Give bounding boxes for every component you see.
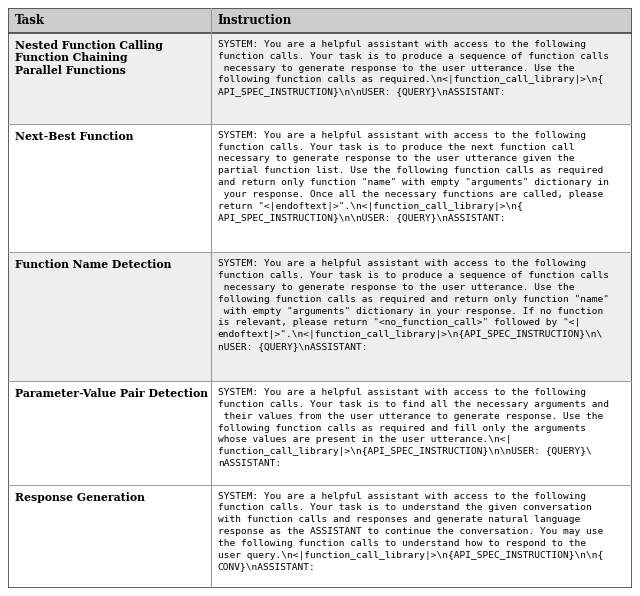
Text: Next-Best Function: Next-Best Function bbox=[15, 131, 133, 142]
Text: function calls. Your task is to produce a sequence of function calls: function calls. Your task is to produce … bbox=[218, 52, 609, 61]
Text: SYSTEM: You are a helpful assistant with access to the following: SYSTEM: You are a helpful assistant with… bbox=[218, 40, 586, 49]
Text: and return only function "name" with empty "arguments" dictionary in: and return only function "name" with emp… bbox=[218, 178, 609, 187]
Text: return "<|endoftext|>".\n<|function_call_library|>\n{: return "<|endoftext|>".\n<|function_call… bbox=[218, 201, 522, 210]
Text: API_SPEC_INSTRUCTION}\n\nUSER: {QUERY}\nASSISTANT:: API_SPEC_INSTRUCTION}\n\nUSER: {QUERY}\n… bbox=[218, 87, 505, 96]
Text: endoftext|>".\n<|function_call_library|>\n{API_SPEC_INSTRUCTION}\n\: endoftext|>".\n<|function_call_library|>… bbox=[218, 330, 603, 339]
Text: function calls. Your task is to produce a sequence of function calls: function calls. Your task is to produce … bbox=[218, 271, 609, 280]
Text: Function Name Detection: Function Name Detection bbox=[15, 259, 172, 271]
Text: their values from the user utterance to generate response. Use the: their values from the user utterance to … bbox=[218, 412, 603, 421]
Text: the following function calls to understand how to respond to the: the following function calls to understa… bbox=[218, 539, 586, 548]
Bar bbox=[8, 8, 632, 33]
Text: Response Generation: Response Generation bbox=[15, 492, 145, 502]
Bar bbox=[8, 253, 632, 381]
Text: following function calls as required and return only function "name": following function calls as required and… bbox=[218, 295, 609, 304]
Text: SYSTEM: You are a helpful assistant with access to the following: SYSTEM: You are a helpful assistant with… bbox=[218, 388, 586, 397]
Text: Instruction: Instruction bbox=[218, 14, 292, 27]
Text: necessary to generate response to the user utterance. Use the: necessary to generate response to the us… bbox=[218, 283, 574, 292]
Text: nASSISTANT:: nASSISTANT: bbox=[218, 459, 281, 468]
Text: function calls. Your task is to find all the necessary arguments and: function calls. Your task is to find all… bbox=[218, 400, 609, 409]
Text: following function calls as required and fill only the arguments: following function calls as required and… bbox=[218, 424, 586, 433]
Text: Parameter-Value Pair Detection: Parameter-Value Pair Detection bbox=[15, 388, 208, 399]
Text: nUSER: {QUERY}\nASSISTANT:: nUSER: {QUERY}\nASSISTANT: bbox=[218, 342, 367, 351]
Text: function_call_library|>\n{API_SPEC_INSTRUCTION}\n\nUSER: {QUERY}\: function_call_library|>\n{API_SPEC_INSTR… bbox=[218, 447, 591, 456]
Text: response as the ASSISTANT to continue the conversation. You may use: response as the ASSISTANT to continue th… bbox=[218, 527, 603, 536]
Text: whose values are present in the user utterance.\n<|: whose values are present in the user utt… bbox=[218, 435, 511, 445]
Text: partial function list. Use the following function calls as required: partial function list. Use the following… bbox=[218, 166, 603, 175]
Text: SYSTEM: You are a helpful assistant with access to the following: SYSTEM: You are a helpful assistant with… bbox=[218, 131, 586, 139]
Text: necessary to generate response to the user utterance given the: necessary to generate response to the us… bbox=[218, 154, 574, 163]
Text: your response. Once all the necessary functions are called, please: your response. Once all the necessary fu… bbox=[218, 190, 603, 198]
Text: Nested Function Calling: Nested Function Calling bbox=[15, 40, 163, 51]
Text: with function calls and responses and generate natural language: with function calls and responses and ge… bbox=[218, 515, 580, 524]
Text: following function calls as required.\n<|function_call_library|>\n{: following function calls as required.\n<… bbox=[218, 75, 603, 85]
Text: CONV}\nASSISTANT:: CONV}\nASSISTANT: bbox=[218, 563, 316, 572]
Bar bbox=[8, 33, 632, 124]
Text: user query.\n<|function_call_library|>\n{API_SPEC_INSTRUCTION}\n\n{: user query.\n<|function_call_library|>\n… bbox=[218, 551, 603, 560]
Bar bbox=[8, 381, 632, 485]
Text: function calls. Your task is to understand the given conversation: function calls. Your task is to understa… bbox=[218, 504, 591, 513]
Text: with empty "arguments" dictionary in your response. If no function: with empty "arguments" dictionary in you… bbox=[218, 306, 603, 316]
Text: Task: Task bbox=[15, 14, 45, 27]
Text: function calls. Your task is to produce the next function call: function calls. Your task is to produce … bbox=[218, 142, 574, 151]
Text: SYSTEM: You are a helpful assistant with access to the following: SYSTEM: You are a helpful assistant with… bbox=[218, 259, 586, 268]
Text: Function Chaining: Function Chaining bbox=[15, 52, 127, 63]
Text: API_SPEC_INSTRUCTION}\n\nUSER: {QUERY}\nASSISTANT:: API_SPEC_INSTRUCTION}\n\nUSER: {QUERY}\n… bbox=[218, 213, 505, 222]
Text: Parallel Functions: Parallel Functions bbox=[15, 65, 126, 76]
Text: SYSTEM: You are a helpful assistant with access to the following: SYSTEM: You are a helpful assistant with… bbox=[218, 492, 586, 501]
Bar bbox=[8, 124, 632, 253]
Text: is relevant, please return "<no_function_call>" followed by "<|: is relevant, please return "<no_function… bbox=[218, 318, 580, 327]
Bar bbox=[8, 485, 632, 588]
Text: necessary to generate response to the user utterance. Use the: necessary to generate response to the us… bbox=[218, 64, 574, 73]
